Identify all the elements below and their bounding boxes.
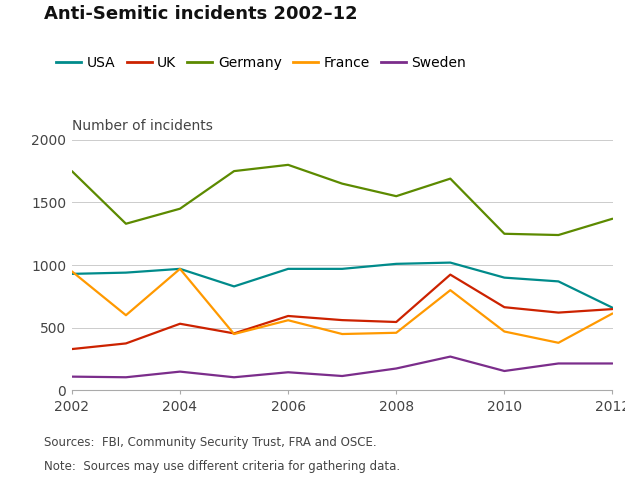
UK bbox=[68, 346, 76, 352]
Text: Note:  Sources may use different criteria for gathering data.: Note: Sources may use different criteria… bbox=[44, 460, 400, 473]
USA bbox=[501, 275, 508, 281]
UK bbox=[392, 319, 400, 325]
Germany bbox=[284, 162, 292, 168]
USA bbox=[609, 305, 616, 310]
Sweden bbox=[554, 361, 562, 366]
Germany bbox=[501, 231, 508, 237]
UK bbox=[501, 304, 508, 310]
France bbox=[501, 329, 508, 335]
USA bbox=[68, 271, 76, 277]
USA bbox=[284, 266, 292, 272]
Text: Number of incidents: Number of incidents bbox=[72, 119, 213, 133]
Sweden bbox=[284, 369, 292, 375]
Sweden bbox=[122, 375, 129, 380]
Line: Germany: Germany bbox=[72, 165, 612, 235]
Sweden bbox=[609, 361, 616, 366]
Germany bbox=[554, 232, 562, 238]
Germany bbox=[176, 206, 184, 212]
UK bbox=[284, 313, 292, 319]
France bbox=[554, 340, 562, 346]
France bbox=[68, 268, 76, 274]
Sweden bbox=[501, 368, 508, 374]
UK bbox=[609, 306, 616, 312]
USA bbox=[230, 283, 238, 289]
Line: USA: USA bbox=[72, 263, 612, 308]
Sweden bbox=[68, 374, 76, 379]
Legend: USA, UK, Germany, France, Sweden: USA, UK, Germany, France, Sweden bbox=[51, 50, 472, 76]
France bbox=[609, 310, 616, 316]
Sweden bbox=[338, 373, 346, 379]
Germany bbox=[122, 221, 129, 227]
Germany bbox=[338, 181, 346, 187]
UK bbox=[176, 321, 184, 327]
UK bbox=[554, 310, 562, 316]
UK bbox=[122, 340, 129, 346]
USA bbox=[122, 270, 129, 276]
Sweden bbox=[230, 375, 238, 380]
Germany bbox=[446, 176, 454, 182]
USA bbox=[338, 266, 346, 272]
Line: UK: UK bbox=[72, 275, 612, 349]
USA bbox=[554, 279, 562, 284]
UK bbox=[230, 331, 238, 336]
Text: Anti-Semitic incidents 2002–12: Anti-Semitic incidents 2002–12 bbox=[44, 5, 358, 23]
Sweden bbox=[446, 354, 454, 360]
UK bbox=[446, 272, 454, 278]
Germany bbox=[230, 168, 238, 174]
France bbox=[230, 331, 238, 337]
USA bbox=[392, 261, 400, 267]
Sweden bbox=[176, 369, 184, 375]
France bbox=[176, 266, 184, 272]
USA bbox=[176, 266, 184, 272]
Text: Sources:  FBI, Community Security Trust, FRA and OSCE.: Sources: FBI, Community Security Trust, … bbox=[44, 436, 376, 449]
Sweden bbox=[392, 365, 400, 371]
France bbox=[392, 330, 400, 335]
France bbox=[284, 317, 292, 323]
Germany bbox=[68, 168, 76, 174]
Line: Sweden: Sweden bbox=[72, 357, 612, 377]
Line: France: France bbox=[72, 269, 612, 343]
France bbox=[446, 287, 454, 293]
UK bbox=[338, 317, 346, 323]
Germany bbox=[392, 193, 400, 199]
USA bbox=[446, 260, 454, 266]
France bbox=[122, 312, 129, 318]
Germany bbox=[609, 216, 616, 222]
France bbox=[338, 331, 346, 337]
